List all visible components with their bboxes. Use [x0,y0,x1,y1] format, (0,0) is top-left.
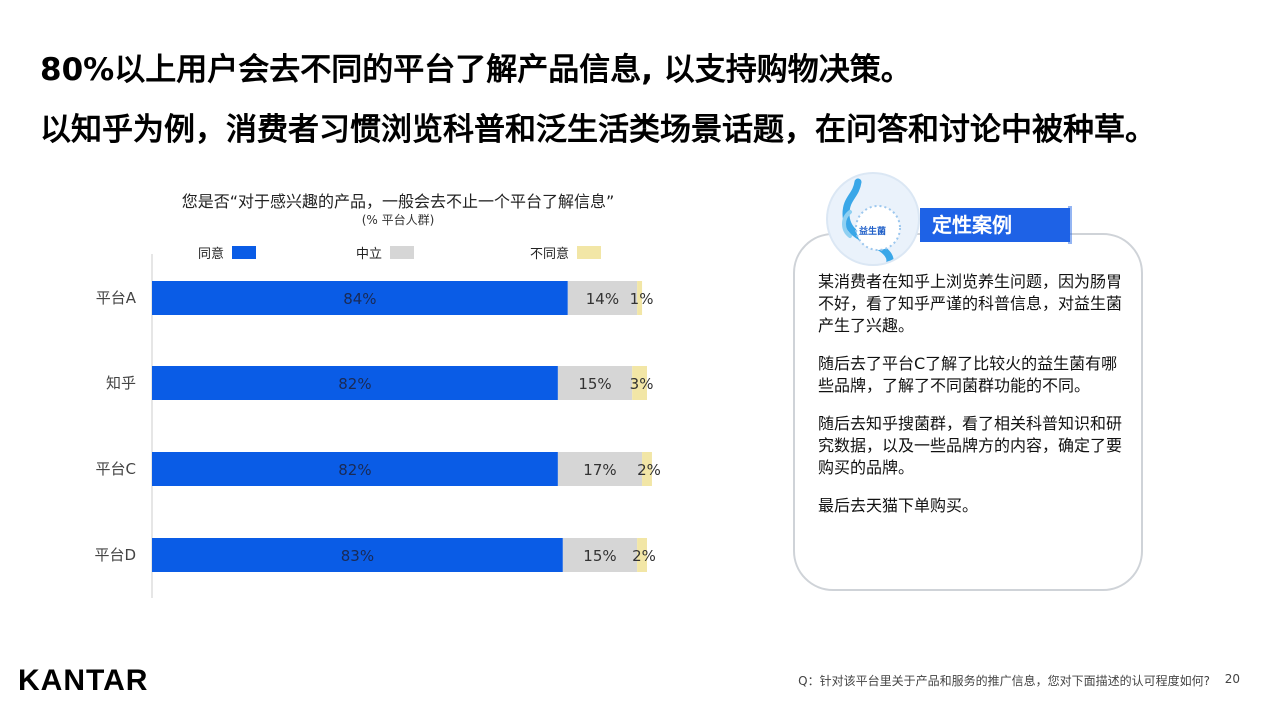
data-label-3-0: 83% [341,547,374,565]
legend-swatch-2 [577,246,601,259]
bar-2-1 [557,452,643,486]
icon-label: 益生菌 [859,227,887,237]
category-label-3: 平台D [94,546,136,564]
case-paragraph-2: 随后去了平台C了解了比较火的益生菌有哪些品牌，了解了不同菌群功能的不同。 [818,354,1118,395]
category-label-0: 平台A [96,289,137,307]
data-label-3-2: 2% [632,547,656,565]
survey-question-footnote: Q：针对该平台里关于产品和服务的推广信息，您对下面描述的认可程度如何? [798,674,1210,688]
legend-swatch-0 [232,246,256,259]
bar-0-2 [637,281,643,315]
headline-1: 80%以上用户会去不同的平台了解产品信息, 以支持购物决策。 [40,52,912,88]
case-banner: 定性案例 [920,208,1070,242]
bar-2-2 [642,452,652,486]
category-label-2: 平台C [96,460,136,478]
bar-0-1 [567,281,638,315]
case-paragraph-1: 某消费者在知乎上浏览养生问题，因为肠胃不好，看了知乎严谨的科普信息，对益生菌产生… [818,272,1123,335]
banner-accent [1068,206,1072,244]
bar-3-0 [152,538,563,572]
legend-label-1: 中立 [356,247,382,262]
data-label-1-2: 3% [630,375,654,393]
data-label-0-1: 14% [586,290,619,308]
bar-1-2 [632,366,647,400]
data-label-3-1: 15% [583,547,616,565]
legend-label-0: 同意 [198,246,224,262]
bar-0-0 [152,281,568,315]
page-number: 20 [1224,672,1240,686]
chart-title: 您是否“对于感兴趣的产品，一般会去不止一个平台了解信息” [181,192,615,211]
chart-subtitle: (% 平台人群) [361,213,435,227]
bar-3-2 [637,538,647,572]
data-label-1-1: 15% [578,375,611,393]
bar-1-0 [152,366,558,400]
case-paragraph-4: 最后去天猫下单购买。 [818,496,979,515]
data-label-2-0: 82% [338,461,371,479]
probiotic-stomach-icon: 益生菌 [826,172,920,266]
headline-2: 以知乎为例，消费者习惯浏览科普和泛生活类场景话题，在问答和讨论中被种草。 [40,112,1156,148]
legend-swatch-1 [390,246,414,259]
data-label-0-2: 1% [630,290,654,308]
bar-1-1 [557,366,633,400]
case-card: 某消费者在知乎上浏览养生问题，因为肠胃不好，看了知乎严谨的科普信息，对益生菌产生… [793,233,1143,591]
case-body: 某消费者在知乎上浏览养生问题，因为肠胃不好，看了知乎严谨的科普信息，对益生菌产生… [818,271,1128,533]
data-label-0-0: 84% [343,290,376,308]
data-label-2-2: 2% [637,461,661,479]
bar-3-1 [562,538,638,572]
data-label-2-1: 17% [583,461,616,479]
kantar-logo: KANTAR [18,664,149,697]
case-paragraph-3: 随后去知乎搜菌群，看了相关科普知识和研究数据，以及一些品牌方的内容，确定了要购买… [818,414,1123,477]
legend-label-2: 不同意 [530,246,569,262]
bar-2-0 [152,452,558,486]
data-label-1-0: 82% [338,375,371,393]
category-label-1: 知乎 [106,374,136,392]
